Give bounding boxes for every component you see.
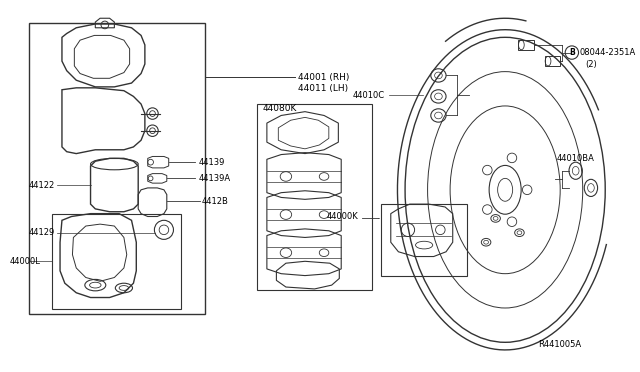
Text: 44010C: 44010C bbox=[353, 91, 385, 100]
Bar bbox=[52, 214, 181, 309]
Text: 44122: 44122 bbox=[29, 180, 55, 190]
Text: 44000L: 44000L bbox=[10, 257, 40, 266]
Bar bbox=[29, 23, 205, 314]
Text: 44129: 44129 bbox=[29, 228, 55, 237]
Text: (2): (2) bbox=[585, 60, 597, 68]
Text: 44080K: 44080K bbox=[262, 104, 296, 113]
Bar bbox=[257, 104, 372, 290]
Text: 4412B: 4412B bbox=[202, 197, 229, 206]
Text: 08044-2351A: 08044-2351A bbox=[579, 48, 636, 57]
Text: R441005A: R441005A bbox=[538, 340, 582, 349]
Text: 44011 (LH): 44011 (LH) bbox=[298, 84, 348, 93]
Bar bbox=[381, 204, 467, 276]
Text: 44010BA: 44010BA bbox=[557, 154, 595, 163]
Text: 44139A: 44139A bbox=[198, 174, 230, 183]
Text: 44000K: 44000K bbox=[326, 212, 358, 221]
Text: 44001 (RH): 44001 (RH) bbox=[298, 73, 349, 82]
Text: 44139: 44139 bbox=[198, 158, 225, 167]
Text: B: B bbox=[569, 48, 575, 57]
